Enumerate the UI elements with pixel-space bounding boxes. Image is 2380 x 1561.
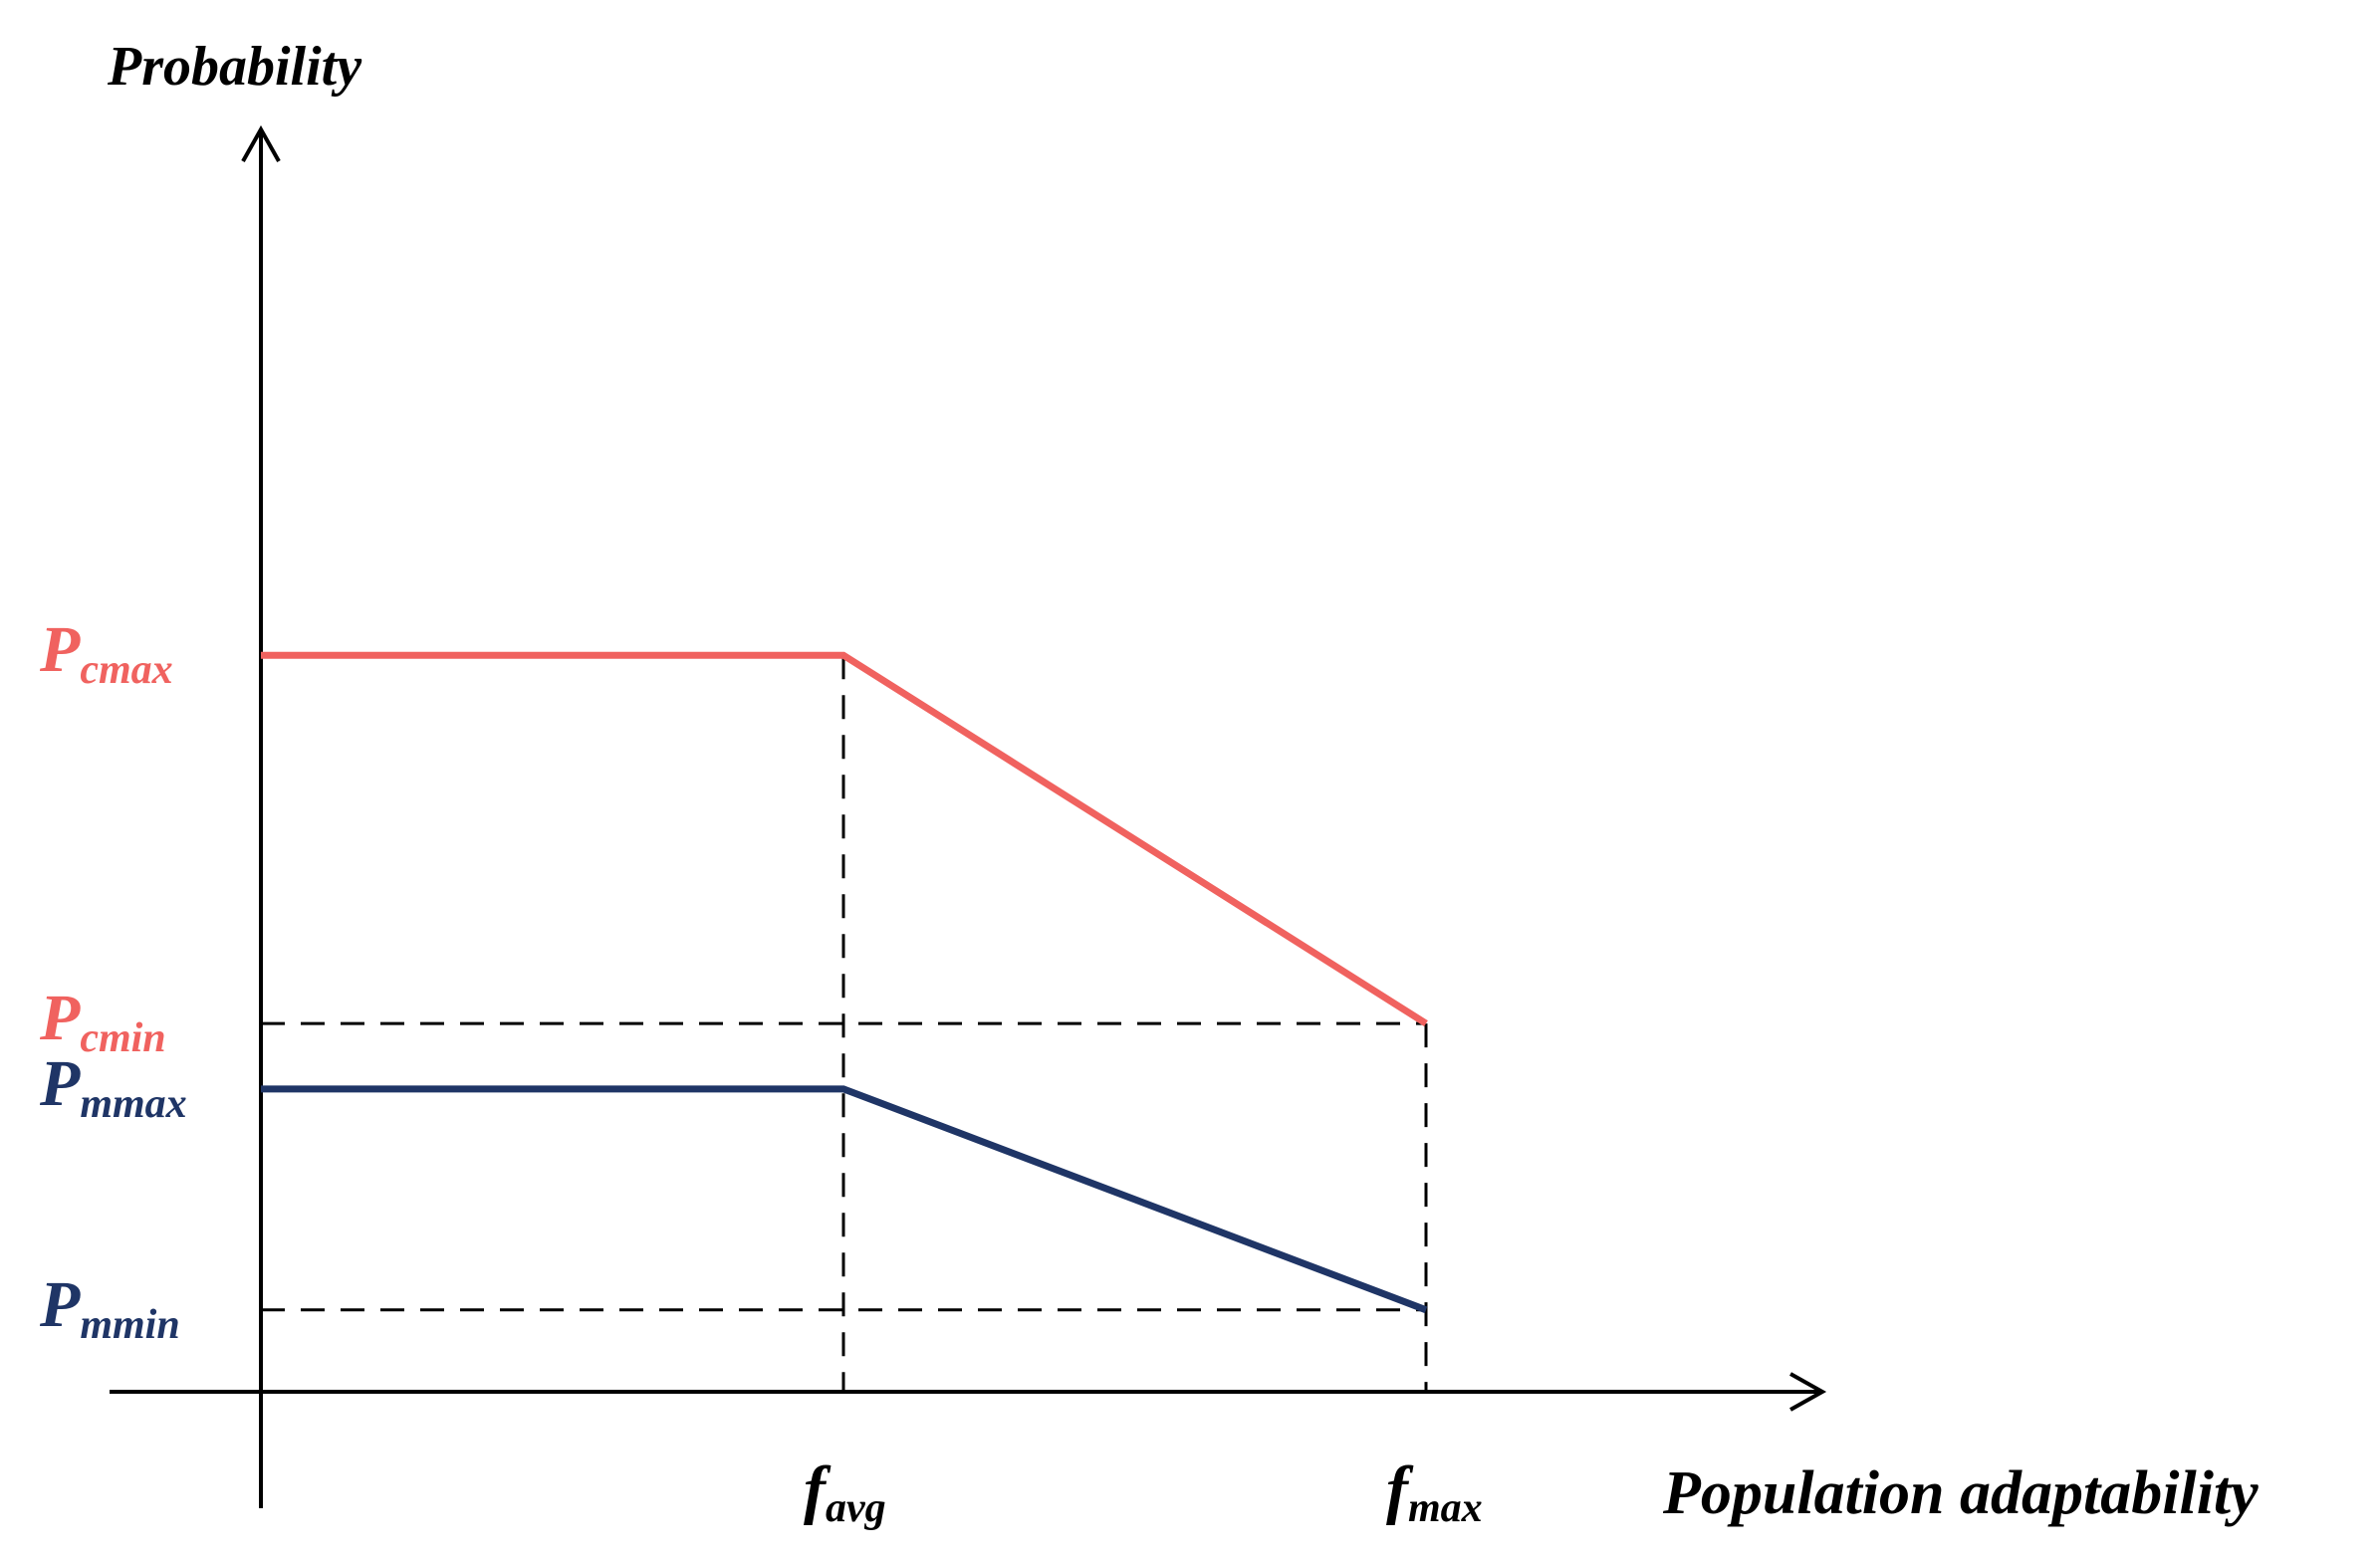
axes [110,124,1827,1508]
x-axis-arrowhead [1789,1372,1827,1412]
guide-lines [261,655,1428,1392]
y-tick-label-pcmin: Pcmin [39,982,166,1061]
series-line-crossover [261,651,1428,1027]
y-tick-label-pmmax: Pmmax [39,1047,187,1127]
x-tick-label-avg: favg [804,1453,886,1531]
series-lines [261,651,1428,1314]
x-axis-title: Population adaptability [1662,1459,2259,1527]
labels: Probability Population adaptability [107,36,2259,1527]
y-tick-label-pmmin: Pmmin [39,1268,180,1348]
x-tick-labels: favg fmax [804,1453,1483,1531]
y-axis-title: Probability [107,36,362,98]
y-tick-label-pcmax: Pcmax [39,613,173,693]
x-tick-label-max: fmax [1386,1453,1483,1531]
series-line-mutation [261,1085,1428,1314]
y-axis-arrowhead [241,124,281,162]
